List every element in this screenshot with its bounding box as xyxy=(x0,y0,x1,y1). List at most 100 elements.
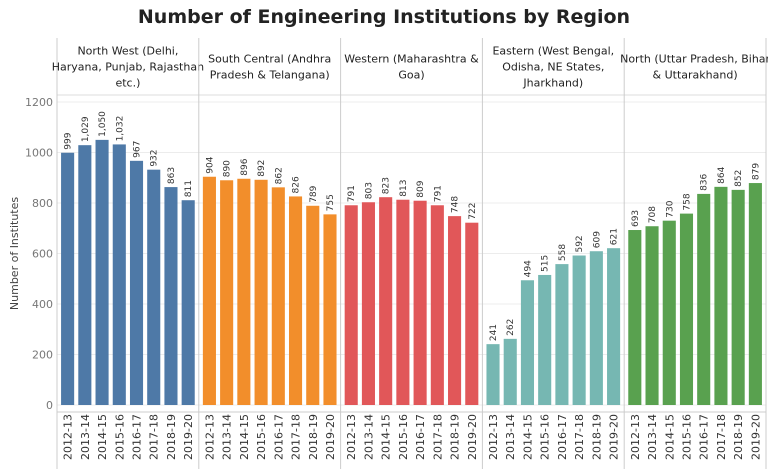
bar xyxy=(379,197,393,405)
y-tick-label: 200 xyxy=(32,349,53,362)
bar xyxy=(607,248,621,405)
bar xyxy=(237,178,251,405)
data-label: 862 xyxy=(274,167,284,184)
bar xyxy=(181,200,195,405)
data-label: 892 xyxy=(257,160,267,177)
data-label: 494 xyxy=(523,260,533,277)
bar xyxy=(520,280,535,405)
x-tick-label: 2017-18 xyxy=(715,414,728,460)
data-label: 890 xyxy=(223,160,233,177)
x-tick-label: 2016-17 xyxy=(131,414,144,460)
data-label: 609 xyxy=(592,231,602,248)
x-tick-label: 2017-18 xyxy=(573,414,586,460)
bar xyxy=(731,189,745,405)
bar xyxy=(465,222,479,405)
data-label: 1,050 xyxy=(98,111,108,137)
bar xyxy=(202,176,216,405)
bar xyxy=(486,344,500,405)
data-label: 836 xyxy=(700,173,710,190)
x-tick-label: 2013-14 xyxy=(646,414,659,460)
x-tick-label: 2019-20 xyxy=(466,414,479,460)
bar xyxy=(323,214,337,405)
bar xyxy=(589,251,603,405)
panel-header: Haryana, Punjab, Rajasthan xyxy=(52,61,204,74)
chart-title: Number of Engineering Institutions by Re… xyxy=(137,6,631,28)
bar xyxy=(61,152,75,405)
x-tick-label: 2019-20 xyxy=(324,414,337,460)
data-label: 1,032 xyxy=(115,116,125,142)
bar xyxy=(129,160,144,405)
data-label: 755 xyxy=(326,194,336,211)
x-tick-label: 2016-17 xyxy=(556,414,569,460)
data-label: 262 xyxy=(506,319,516,336)
x-tick-label: 2015-16 xyxy=(680,414,693,460)
x-tick-label: 2013-14 xyxy=(221,414,234,460)
data-label: 999 xyxy=(64,132,74,149)
bar xyxy=(254,179,268,405)
data-label: 904 xyxy=(205,156,215,173)
data-label: 826 xyxy=(292,176,302,193)
panel-header: Western (Maharashtra & xyxy=(344,53,479,66)
data-label: 863 xyxy=(167,167,177,184)
data-label: 241 xyxy=(489,324,499,341)
data-label: 823 xyxy=(382,177,392,194)
x-tick-label: 2015-16 xyxy=(255,414,268,460)
data-label: 852 xyxy=(734,170,744,187)
x-tick-label: 2016-17 xyxy=(698,414,711,460)
y-tick-label: 400 xyxy=(32,298,53,311)
bar xyxy=(396,199,410,405)
bar xyxy=(714,186,728,405)
data-label: 722 xyxy=(468,203,478,220)
bar xyxy=(95,139,109,405)
data-label: 592 xyxy=(575,235,585,252)
data-label: 1,029 xyxy=(81,116,91,142)
x-tick-label: 2015-16 xyxy=(539,414,552,460)
y-tick-label: 600 xyxy=(32,248,53,261)
panel-header: North (Uttar Pradesh, Bihar xyxy=(620,53,768,66)
panel-header: Pradesh & Telangana) xyxy=(210,69,330,82)
panel-header: Jharkhand) xyxy=(522,77,583,90)
x-tick-label: 2012-13 xyxy=(487,414,500,460)
y-tick-label: 1000 xyxy=(25,147,53,160)
panel-header: etc.) xyxy=(115,77,140,90)
x-tick-label: 2017-18 xyxy=(148,414,161,460)
x-tick-label: 2018-19 xyxy=(590,414,603,460)
data-label: 515 xyxy=(541,255,551,272)
x-tick-label: 2014-15 xyxy=(380,414,393,460)
y-tick-label: 0 xyxy=(46,399,53,412)
data-label: 879 xyxy=(751,163,761,180)
data-label: 809 xyxy=(416,180,426,197)
panel-header: South Central (Andhra xyxy=(208,53,331,66)
bar xyxy=(748,183,762,405)
x-tick-label: 2018-19 xyxy=(165,414,178,460)
x-tick-label: 2019-20 xyxy=(608,414,621,460)
x-tick-label: 2016-17 xyxy=(272,414,285,460)
data-label: 791 xyxy=(433,185,443,202)
x-tick-label: 2014-15 xyxy=(238,414,251,460)
panel-header: North West (Delhi, xyxy=(77,45,178,58)
bar xyxy=(503,338,517,405)
data-label: 791 xyxy=(347,185,357,202)
x-tick-label: 2015-16 xyxy=(113,414,126,460)
data-label: 811 xyxy=(184,180,194,197)
x-tick-label: 2018-19 xyxy=(732,414,745,460)
x-tick-label: 2017-18 xyxy=(290,414,303,460)
x-tick-label: 2013-14 xyxy=(504,414,517,460)
x-tick-label: 2012-13 xyxy=(629,414,642,460)
x-tick-label: 2012-13 xyxy=(345,414,358,460)
y-axis-label: Number of Institutes xyxy=(8,197,21,310)
data-label: 789 xyxy=(309,185,319,202)
data-label: 967 xyxy=(133,141,143,158)
bar xyxy=(164,187,178,405)
panel-header: Odisha, NE States, xyxy=(502,61,604,74)
data-label: 896 xyxy=(240,158,250,175)
bar xyxy=(413,200,427,405)
data-label: 708 xyxy=(648,206,658,223)
x-tick-label: 2014-15 xyxy=(521,414,534,460)
bar xyxy=(538,274,552,405)
bar xyxy=(679,213,694,405)
bar xyxy=(112,144,126,406)
bar xyxy=(628,230,642,405)
bar xyxy=(572,255,586,405)
